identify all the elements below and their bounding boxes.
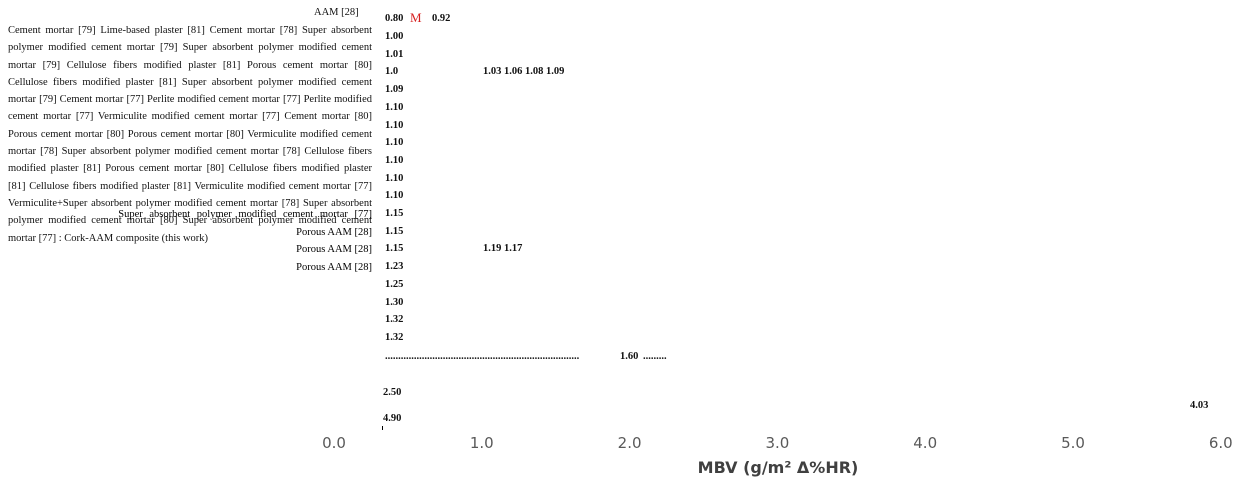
label: AAM [28]: [314, 7, 359, 18]
value: 1.15: [385, 208, 404, 219]
x-tick-label: 4.0: [913, 434, 938, 452]
value: 1.30: [385, 296, 404, 308]
value: 1.10: [385, 172, 404, 184]
value: 1.23: [385, 261, 404, 273]
x-tick-label: 3.0: [765, 434, 790, 452]
label: Porous AAM [28]: [296, 244, 372, 256]
value: 1.10: [385, 137, 404, 149]
x-tick-label: 6.0: [1208, 434, 1233, 452]
value: 1.25: [385, 278, 404, 290]
x-tick-label: 5.0: [1061, 434, 1085, 452]
value: 1.32: [385, 314, 404, 326]
value: 4.03: [1190, 400, 1209, 411]
value: 2.50: [383, 387, 402, 398]
value: 1.03 1.06 1.08 1.09: [483, 66, 565, 78]
value: 1.01: [385, 48, 404, 60]
value: 1.15: [385, 243, 404, 255]
x-tick-label: 0.0: [322, 434, 346, 452]
value: 1.0: [385, 66, 399, 78]
value: 1.10: [385, 101, 404, 113]
value: 1.60: [620, 351, 639, 362]
value: 4.90: [383, 413, 402, 424]
label: Super absorbent polymer modified cement …: [118, 209, 372, 220]
x-tick-label: 2.0: [617, 434, 642, 452]
dotted-line: .........: [643, 351, 667, 362]
x-tick-label: 1.0: [469, 434, 494, 452]
label: Porous AAM [28]: [296, 226, 372, 238]
value: 1.32: [385, 331, 404, 343]
label-paragraph: Cement mortar [79] Lime-based plaster [8…: [8, 25, 372, 244]
value: 1.10: [385, 154, 404, 166]
value: 1.10: [385, 190, 404, 202]
value: 0.80: [385, 13, 404, 24]
value: 0.92: [432, 13, 451, 24]
value: 1.19 1.17: [483, 243, 523, 255]
axis-title: MBV (g/m² Δ%HR): [697, 458, 859, 477]
marker: M: [410, 10, 422, 25]
value: 1.09: [385, 84, 404, 96]
tick: [382, 426, 383, 430]
value: 1.15: [385, 225, 404, 237]
value: 1.00: [385, 31, 404, 42]
value: 1.10: [385, 119, 404, 131]
label: Porous AAM [28]: [296, 262, 372, 274]
dotted-line: ........................................…: [385, 351, 580, 362]
